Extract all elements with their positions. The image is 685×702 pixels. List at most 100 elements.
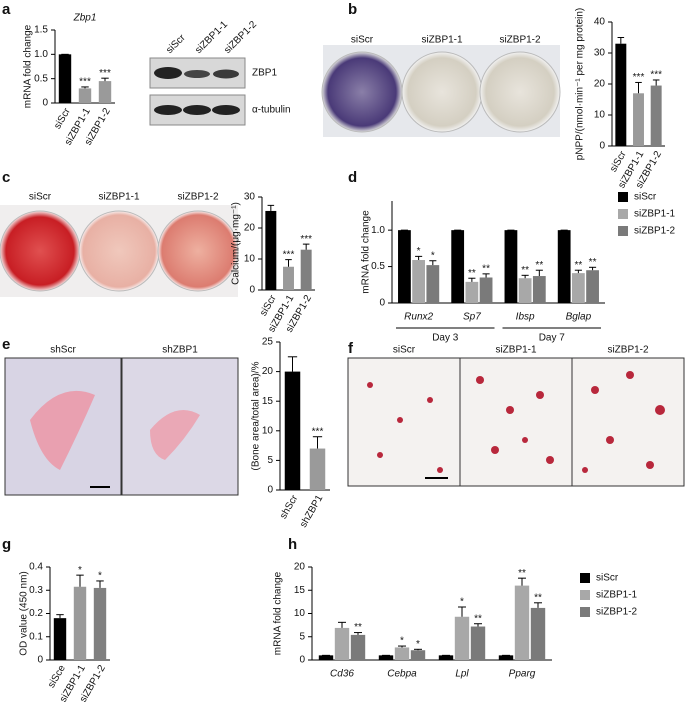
photo-label: siZBP1-1	[98, 192, 140, 203]
photo-label: siScr	[29, 192, 52, 203]
bone-region	[30, 390, 95, 470]
legend-label: siScr	[596, 573, 619, 584]
dish	[479, 51, 561, 133]
bar	[514, 585, 530, 660]
stain-image	[347, 357, 461, 487]
x-tick-label: Bglap	[566, 312, 592, 323]
significance: *	[98, 571, 102, 582]
significance: **	[518, 568, 526, 579]
bar	[73, 586, 87, 660]
significance: ***	[312, 426, 324, 437]
panel-letter: h	[288, 536, 297, 553]
stain-image	[571, 357, 685, 487]
y-tick-label: 0.2	[29, 608, 43, 619]
significance: ***	[300, 234, 312, 245]
photo-label: siZBP1-2	[177, 192, 219, 203]
photo-f: f siScr siZBP1-1 siZBP1-2	[347, 340, 685, 487]
bar	[284, 371, 301, 490]
photo-c: siScr siZBP1-1 siZBP1-2	[0, 192, 239, 297]
y-tick-label: 0.1	[29, 631, 43, 642]
photo-b: siScr siZBP1-1 siZBP1-2	[321, 35, 561, 137]
bar	[334, 627, 350, 660]
x-tick-label: Pparg	[509, 669, 536, 680]
bar	[394, 647, 410, 660]
bar	[557, 230, 571, 303]
bar	[410, 650, 426, 660]
photo-label: siZBP1-1	[495, 345, 537, 356]
legend-label: siZBP1-2	[634, 226, 676, 237]
dish	[157, 210, 239, 292]
bar	[498, 655, 514, 660]
legend-label: siScr	[634, 192, 657, 203]
y-tick-label: 0.3	[29, 585, 43, 596]
x-tick-label: shZBP1	[298, 493, 326, 530]
dish	[321, 51, 403, 133]
bar	[78, 88, 92, 103]
significance: **	[535, 260, 543, 271]
significance: *	[431, 250, 435, 261]
bar	[283, 266, 294, 290]
legend-swatch	[580, 607, 590, 617]
y-axis-label: (Bone area/total area)/%	[251, 361, 262, 470]
blot-band	[213, 69, 239, 79]
legend-swatch	[580, 590, 590, 600]
y-axis-label: OD value (450 nm)	[19, 571, 30, 655]
y-tick-label: 10	[244, 254, 256, 265]
legend-swatch	[580, 573, 590, 583]
x-tick-label: Ibsp	[516, 312, 535, 323]
y-tick-label: 10	[262, 425, 274, 436]
y-tick-label: 30	[244, 192, 256, 203]
panel-letter: e	[2, 336, 10, 353]
panel-letter: f	[348, 340, 354, 357]
group-label: Day 3	[432, 333, 459, 344]
y-tick-label: 0.4	[29, 562, 43, 573]
y-tick-label: 0	[42, 98, 48, 109]
bar	[265, 210, 277, 290]
legend-swatch	[618, 226, 628, 236]
bar	[451, 230, 465, 303]
y-tick-label: 0.5	[34, 73, 48, 84]
significance: **	[474, 613, 482, 624]
significance: *	[416, 639, 420, 650]
y-tick-label: 5	[299, 631, 305, 642]
lane-label: siScr	[164, 32, 188, 56]
y-tick-label: 0	[299, 655, 305, 666]
blot-band	[212, 105, 240, 115]
y-tick-label: 0.5	[371, 261, 385, 272]
x-tick-label: shScr	[278, 493, 301, 521]
bar	[532, 276, 546, 303]
y-tick-label: 20	[294, 562, 306, 573]
significance: *	[78, 565, 82, 576]
photo-label: siZBP1-1	[421, 35, 463, 46]
band-label: ZBP1	[252, 68, 277, 79]
x-tick-label: Sp7	[463, 312, 481, 323]
bar	[479, 277, 493, 303]
significance: *	[400, 636, 404, 647]
x-tick-label: Cd36	[330, 669, 354, 680]
panel-letter: d	[348, 169, 357, 186]
dish	[0, 210, 81, 292]
y-axis-label: mRNA fold change	[361, 210, 372, 294]
significance: *	[460, 597, 464, 608]
bone-region	[150, 410, 200, 460]
significance: ***	[650, 70, 662, 81]
panel-letter: c	[2, 169, 10, 186]
x-tick-label: Lpl	[455, 669, 469, 680]
bar	[300, 249, 312, 290]
panel-letter: g	[2, 536, 11, 553]
photo-label: siZBP1-2	[499, 35, 541, 46]
y-tick-label: 10	[594, 110, 606, 121]
dish	[401, 51, 483, 133]
bar	[530, 607, 546, 660]
y-axis-label: pNPP/(nmol·min⁻¹ per mg protein)	[575, 8, 586, 161]
significance: **	[482, 263, 490, 274]
panel-letter: a	[2, 1, 11, 18]
bar	[350, 634, 366, 660]
photo-label: shScr	[50, 345, 76, 356]
y-tick-label: 25	[262, 337, 274, 348]
significance: **	[521, 265, 529, 276]
x-tick-label: Cebpa	[387, 669, 417, 680]
bar	[571, 273, 585, 303]
stain-image	[459, 357, 573, 487]
bar	[53, 618, 67, 660]
